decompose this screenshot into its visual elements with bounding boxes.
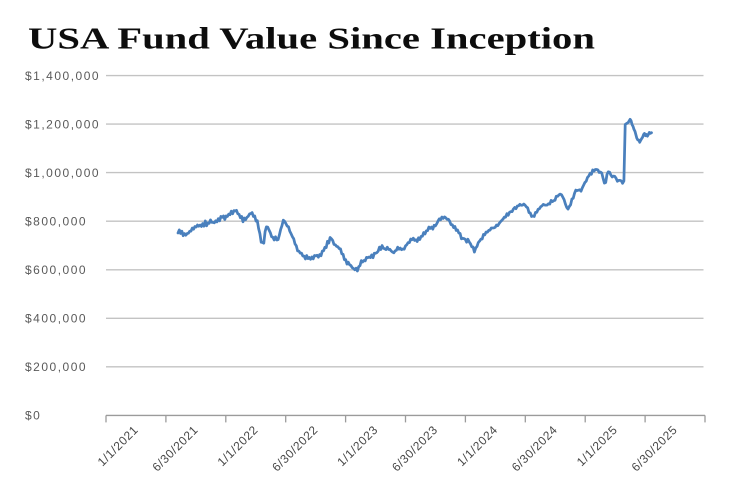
svg-text:USA Fund Value Since Inception: USA Fund Value Since Inception [28, 20, 595, 55]
svg-text:$1,000,000: $1,000,000 [25, 166, 100, 180]
svg-text:$600,000: $600,000 [25, 263, 87, 277]
svg-text:$400,000: $400,000 [25, 312, 87, 326]
svg-text:$200,000: $200,000 [25, 360, 87, 374]
svg-text:$800,000: $800,000 [25, 214, 87, 228]
svg-text:$1,200,000: $1,200,000 [25, 117, 100, 131]
svg-text:$0: $0 [25, 409, 41, 423]
svg-text:$1,400,000: $1,400,000 [25, 69, 100, 83]
